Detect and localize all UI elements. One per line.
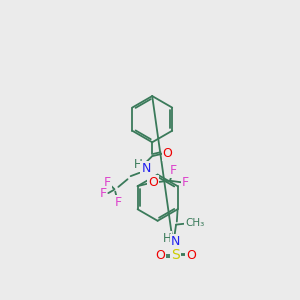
Text: F: F: [104, 176, 111, 189]
Text: N: N: [141, 162, 151, 175]
Text: O: O: [148, 176, 158, 189]
Text: O: O: [163, 146, 172, 160]
Text: CH₃: CH₃: [185, 218, 204, 228]
Text: S: S: [171, 248, 180, 262]
Text: O: O: [186, 249, 196, 262]
Text: F: F: [115, 196, 122, 209]
Text: N: N: [171, 235, 180, 248]
Text: O: O: [155, 249, 165, 262]
Text: H: H: [134, 158, 143, 171]
Text: H: H: [163, 232, 171, 245]
Text: F: F: [182, 176, 189, 189]
Text: F: F: [169, 164, 177, 177]
Text: F: F: [99, 187, 106, 200]
